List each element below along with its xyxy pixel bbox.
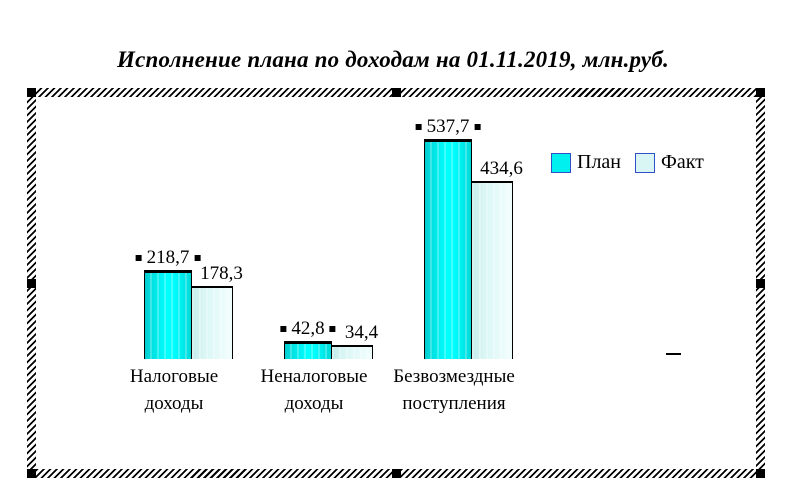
data-label-plan-2[interactable]: 42,8 [280, 318, 336, 339]
data-label-fact-1[interactable]: 178,3 [200, 264, 243, 284]
data-label-plan-3[interactable]: 537,7 [415, 116, 481, 137]
resize-handle-bottom-left[interactable] [27, 469, 36, 478]
data-label-text: 34,4 [344, 322, 379, 343]
chart-title[interactable]: Исполнение плана по доходам на 01.11.201… [117, 47, 669, 72]
data-label-plan-1[interactable]: 218,7 [135, 247, 201, 268]
data-label-text: 218,7 [146, 247, 190, 268]
legend[interactable]: План Факт [551, 151, 704, 174]
resize-handle-bottom-middle[interactable] [391, 469, 401, 478]
label-selection-handle[interactable] [135, 255, 142, 261]
dash-artifact [666, 353, 681, 355]
legend-item-fact[interactable]: Факт [635, 151, 704, 174]
resize-handle-middle-left[interactable] [27, 278, 36, 288]
data-label-text: 42,8 [291, 318, 325, 339]
data-label-fact-3[interactable]: 434,6 [480, 159, 523, 179]
legend-swatch-fact [635, 152, 656, 173]
bar-plan-1[interactable] [144, 270, 192, 359]
resize-handle-top-right[interactable] [756, 88, 765, 97]
data-label-text: 537,7 [426, 116, 470, 137]
data-label-text: 434,6 [480, 158, 523, 179]
bar-plan-2[interactable] [284, 341, 332, 359]
data-label-text: 178,3 [200, 263, 243, 284]
label-selection-handle[interactable] [280, 326, 287, 332]
legend-label-plan: План [577, 151, 622, 173]
label-selection-handle[interactable] [415, 124, 422, 130]
legend-item-plan[interactable]: План [551, 151, 621, 174]
category-label-3[interactable]: Безвозмездные поступления [393, 366, 515, 414]
bar-fact-3[interactable] [466, 181, 513, 359]
resize-handle-top-left[interactable] [27, 88, 36, 97]
resize-handle-bottom-right[interactable] [756, 469, 765, 478]
resize-handle-top-middle[interactable] [391, 88, 401, 97]
legend-swatch-plan [551, 152, 571, 173]
resize-handle-middle-right[interactable] [756, 278, 765, 288]
category-label-1[interactable]: Налоговые доходы [129, 366, 219, 414]
legend-label-fact: Факт [661, 151, 704, 173]
label-selection-handle[interactable] [474, 124, 481, 130]
label-selection-handle[interactable] [329, 326, 336, 332]
bar-fact-2[interactable] [326, 345, 373, 359]
label-selection-handle[interactable] [194, 255, 201, 261]
data-label-fact-2[interactable]: 34,4 [345, 323, 378, 343]
category-label-2[interactable]: Неналоговые доходы [260, 366, 368, 414]
bar-plan-3[interactable] [424, 139, 472, 359]
bar-fact-1[interactable] [186, 286, 233, 359]
